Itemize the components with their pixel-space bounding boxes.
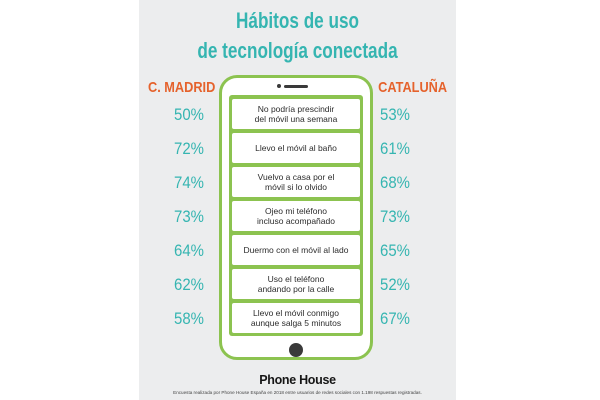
habit-label: Duermo con el móvil al lado <box>232 235 360 265</box>
habit-label: Vuelvo a casa por el móvil si lo olvido <box>232 167 360 197</box>
brand-logo: Phone House <box>259 373 336 387</box>
region-label-cataluna: CATALUÑA <box>378 79 447 96</box>
phone-home-button-icon <box>289 343 303 357</box>
footnote: Encuesta realizada por Phone House Españ… <box>173 390 422 395</box>
madrid-percentage: 50% <box>174 105 204 124</box>
madrid-percentage: 73% <box>174 207 204 226</box>
phone-screen: No podría prescindir del móvil una seman… <box>229 95 363 336</box>
cataluna-percentage: 52% <box>380 275 410 294</box>
infographic-card: Hábitos de uso de tecnología conectada C… <box>139 0 456 400</box>
madrid-percentage: 74% <box>174 173 204 192</box>
habit-label: No podría prescindir del móvil una seman… <box>232 99 360 129</box>
habit-label: Uso el teléfono andando por la calle <box>232 269 360 299</box>
habit-label: Llevo el móvil al baño <box>232 133 360 163</box>
phone-camera-icon <box>277 84 281 88</box>
cataluna-percentage: 67% <box>380 309 410 328</box>
habit-label: Llevo el móvil conmigo aunque salga 5 mi… <box>232 303 360 333</box>
madrid-percentage: 62% <box>174 275 204 294</box>
madrid-percentage: 72% <box>174 139 204 158</box>
phone-illustration: No podría prescindir del móvil una seman… <box>219 75 373 360</box>
madrid-percentage: 58% <box>174 309 204 328</box>
cataluna-percentage: 61% <box>380 139 410 158</box>
habit-label: Ojeo mi teléfono incluso acompañado <box>232 201 360 231</box>
title-line-1: Hábitos de uso <box>236 8 359 33</box>
cataluna-percentage: 68% <box>380 173 410 192</box>
region-label-madrid: C. MADRID <box>148 79 216 96</box>
cataluna-percentage: 73% <box>380 207 410 226</box>
madrid-percentage: 64% <box>174 241 204 260</box>
cataluna-percentage: 65% <box>380 241 410 260</box>
cataluna-percentage: 53% <box>380 105 410 124</box>
phone-speaker-icon <box>284 85 308 88</box>
title-line-2: de tecnología conectada <box>197 38 398 63</box>
